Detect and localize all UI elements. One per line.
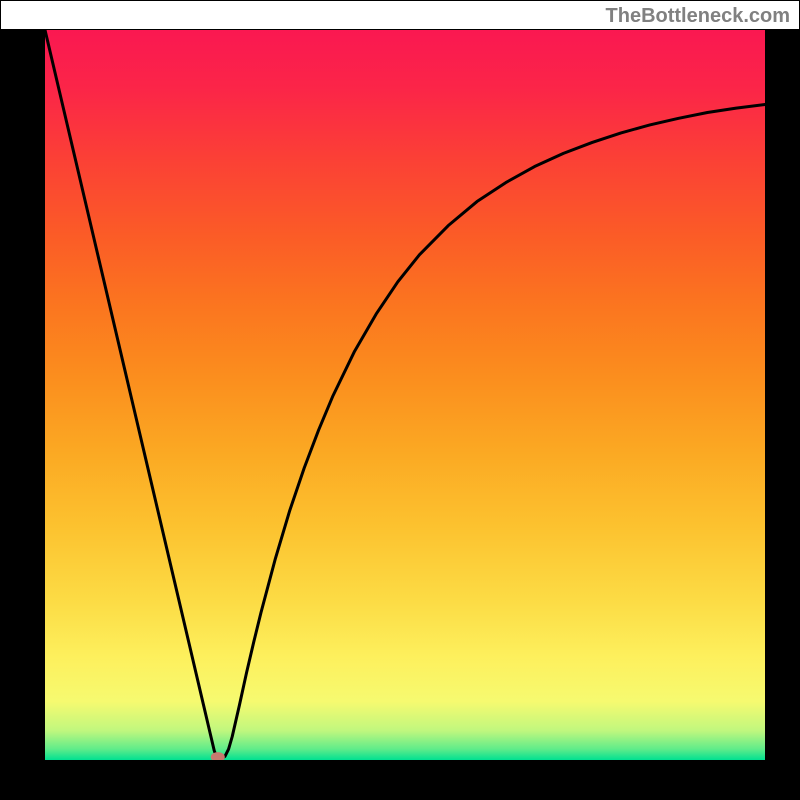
- chart-root: TheBottleneck.com: [0, 0, 800, 800]
- x-axis-band: [0, 760, 800, 800]
- right-frame-band: [765, 0, 800, 800]
- y-axis-band: [0, 0, 45, 800]
- plot-background: [45, 30, 765, 760]
- chart-svg: TheBottleneck.com: [0, 0, 800, 800]
- watermark-text: TheBottleneck.com: [606, 5, 790, 27]
